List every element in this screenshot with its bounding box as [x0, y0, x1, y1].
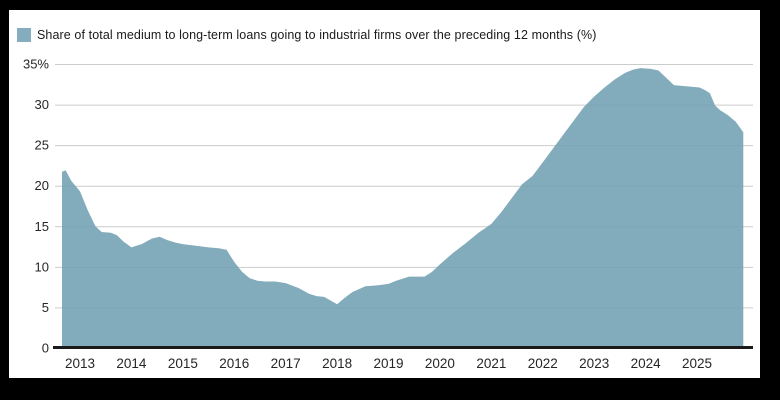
chart-card: Share of total medium to long-term loans…: [9, 10, 760, 378]
x-axis-tick-label: 2020: [425, 356, 455, 371]
x-axis-tick-label: 2021: [476, 356, 506, 371]
x-axis-tick-label: 2016: [219, 356, 249, 371]
x-axis-tick-label: 2017: [271, 356, 301, 371]
x-axis-labels: 2013 2014 2015 2016 2017 2018 2019 2020 2021 2022…: [65, 356, 712, 371]
y-axis-tick-label: 20: [35, 178, 49, 193]
x-axis-tick-label: 2025: [682, 356, 712, 371]
x-axis-tick-label: 2024: [631, 356, 662, 371]
y-axis-tick-label: 25: [35, 138, 49, 153]
legend-swatch-icon: [17, 27, 31, 42]
y-axis-tick-label: 30: [35, 97, 49, 112]
x-axis-tick-label: 2018: [322, 356, 352, 371]
y-axis-tick-label: 10: [35, 259, 49, 274]
legend-label: Share of total medium to long-term loans…: [37, 27, 597, 42]
y-axis-tick-label: 5: [42, 300, 49, 315]
y-axis-tick-label: 0: [42, 341, 49, 356]
x-axis-tick-label: 2015: [168, 356, 198, 371]
area-series-shape: [62, 68, 744, 348]
x-axis-tick-label: 2019: [373, 356, 403, 371]
area-series: [62, 68, 744, 348]
chart-legend: Share of total medium to long-term loans…: [17, 27, 596, 42]
x-axis-tick-label: 2022: [528, 356, 558, 371]
y-axis-tick-label: 35%: [23, 57, 49, 72]
x-axis-tick-label: 2023: [579, 356, 609, 371]
x-axis-tick-label: 2013: [65, 356, 95, 371]
x-axis-tick-label: 2014: [116, 356, 147, 371]
y-axis-tick-label: 15: [35, 219, 49, 234]
y-axis-labels: 0 5 10 15 20 25 30 35%: [23, 57, 49, 356]
